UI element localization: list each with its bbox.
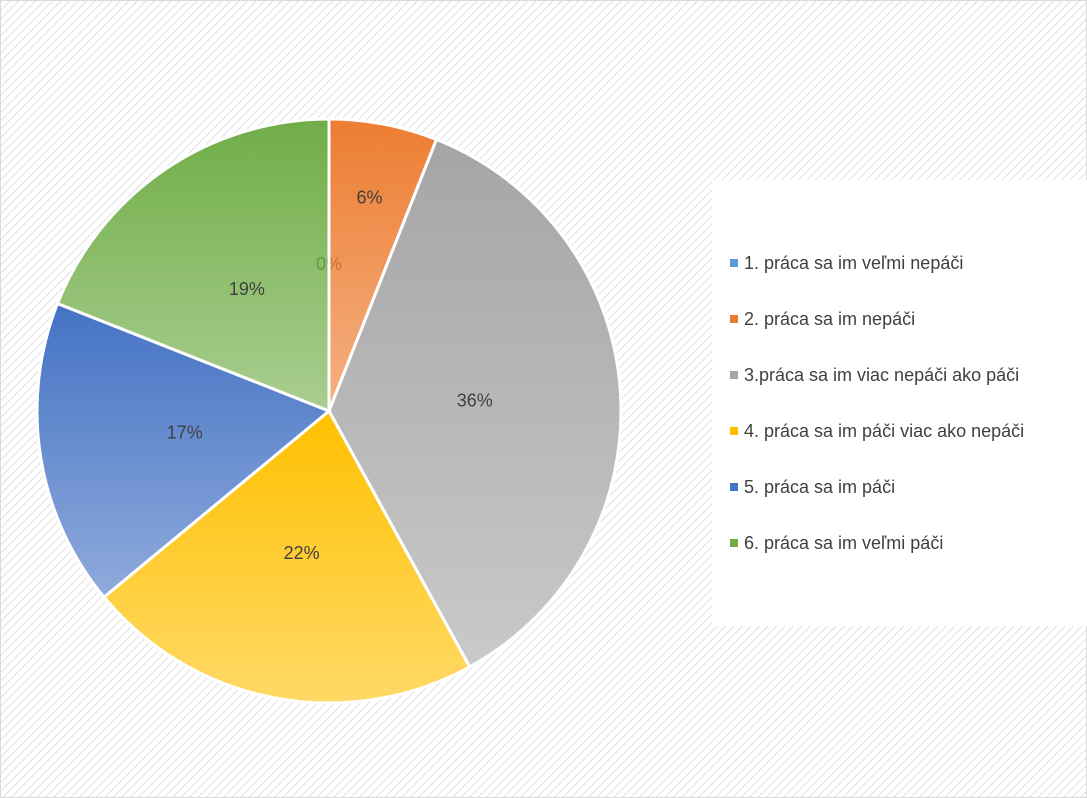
data-label: 17% (167, 423, 203, 443)
data-label: 22% (284, 543, 320, 563)
legend-swatch (730, 539, 738, 547)
legend-item: 1. práca sa im veľmi nepáči (730, 250, 1087, 276)
legend-label: 4. práca sa im páči viac ako nepáči (744, 421, 1025, 441)
legend-label: 5. práca sa im páči (744, 477, 896, 497)
legend-item: 2. práca sa im nepáči (730, 306, 1087, 332)
legend-swatch (730, 315, 738, 323)
legend-label: 1. práca sa im veľmi nepáči (744, 253, 964, 273)
legend: 1. práca sa im veľmi nepáči 2. práca sa i… (712, 180, 1087, 626)
legend-item: 6. práca sa im veľmi páči (730, 530, 1087, 556)
legend-swatch (730, 259, 738, 267)
legend-swatch (730, 427, 738, 435)
data-label: 36% (457, 391, 493, 411)
legend-swatch (730, 371, 738, 379)
pie-slice (35, 301, 332, 600)
legend-item: 3.práca sa im viac nepáči ako páči (730, 362, 1087, 388)
data-label: 19% (229, 279, 265, 299)
pie-slice (327, 137, 623, 669)
legend-item: 4. práca sa im páči viac ako nepáči (730, 418, 1087, 444)
legend-swatch (730, 483, 738, 491)
legend-label: 2. práca sa im nepáči (744, 309, 916, 329)
legend-item: 5. práca sa im páči (730, 474, 1087, 500)
pie-slice (101, 408, 472, 705)
legend-label: 6. práca sa im veľmi páči (744, 533, 944, 553)
pie-slice (55, 117, 331, 414)
data-label: 6% (356, 187, 382, 207)
legend-label: 3.práca sa im viac nepáči ako páči (744, 365, 1020, 385)
